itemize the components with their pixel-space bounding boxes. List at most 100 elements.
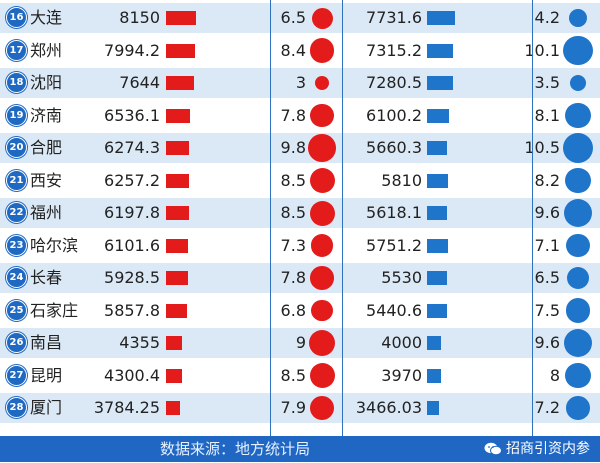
gdp-2020-bar [166,11,196,25]
gdp-2019-bar [427,401,440,415]
gdp-2020-value: 3784.25 [93,398,160,417]
gdp-2019-bar [427,303,447,318]
table-row: 21 西安 6257.2 8.5 5810 8.2 [0,165,600,196]
table-row: 20 合肥 6274.3 9.8 5660.3 10.5 [0,133,600,163]
growth-2020-value: 7.8 [280,268,306,287]
growth-2020-value: 9.8 [280,138,306,157]
gdp-2019-value: 5751.2 [366,235,422,255]
growth-2019-value: 10.5 [524,138,560,157]
gdp-2020-value: 5928.5 [104,268,160,287]
column-divider [270,0,271,436]
gdp-2020-bar [166,173,189,188]
growth-2020-dot [309,38,335,63]
growth-2020-value: 9 [295,333,306,352]
growth-2019-dot [566,266,590,290]
column-divider [532,0,533,436]
growth-2019-value: 9.6 [534,203,560,222]
rank-badge: 24 [6,267,27,288]
city-name: 福州 [30,203,63,222]
table-row: 17 郑州 7994.2 8.4 7315.2 10.1 [0,35,600,66]
rank-badge: 19 [6,104,27,126]
watermark: 招商引资内参 [484,435,590,463]
growth-2019-value: 8.1 [534,105,560,125]
gdp-2020-value: 6274.3 [104,138,160,157]
gdp-2019-value: 7731.6 [366,8,422,27]
gdp-2019-value: 4000 [381,333,422,352]
table-row: 26 南昌 4355 9 4000 9.6 [0,328,600,358]
rank-badge: 20 [6,137,27,158]
gdp-2020-value: 5857.8 [104,300,160,320]
gdp-2019-value: 5530 [381,268,422,287]
growth-2019-dot [563,328,593,358]
footer-bar: 数据来源：地方统计局 招商引资内参 [0,436,600,462]
growth-2020-dot [309,363,335,388]
table-row: 27 昆明 4300.4 8.5 3970 8 [0,360,600,391]
growth-2020-value: 7.3 [280,235,306,255]
table-row: 22 福州 6197.8 8.5 5618.1 9.6 [0,198,600,228]
gdp-2020-value: 6101.6 [104,235,160,255]
table-row: 25 石家庄 5857.8 6.8 5440.6 7.5 [0,295,600,326]
growth-2020-value: 6.8 [280,300,306,320]
table-row: 19 济南 6536.1 7.8 6100.2 8.1 [0,100,600,131]
gdp-2019-bar [427,173,448,188]
city-name: 济南 [30,105,63,125]
rank-badge: 21 [6,169,27,191]
gdp-2019-bar [427,336,442,350]
growth-2019-value: 7.2 [534,398,560,417]
growth-2020-dot [308,134,336,162]
gdp-2019-bar [427,11,455,25]
rank-badge: 22 [6,202,27,223]
gdp-2019-bar [427,108,449,123]
growth-2019-value: 6.5 [534,268,560,287]
gdp-2020-value: 4300.4 [104,365,160,385]
rank-badge: 17 [6,39,27,61]
city-name: 合肥 [30,138,63,157]
gdp-2019-value: 5660.3 [366,138,422,157]
gdp-2019-bar [427,206,448,220]
gdp-2020-bar [166,76,194,90]
gdp-2019-bar [427,271,447,285]
rank-badge: 18 [6,72,27,93]
gdp-2020-bar [166,141,189,155]
gdp-2019-value: 7315.2 [366,40,422,60]
growth-2019-value: 10.1 [524,40,560,60]
growth-2020-dot [311,7,333,29]
growth-2020-dot [310,266,334,290]
city-name: 昆明 [30,365,63,385]
gdp-2020-value: 7994.2 [104,40,160,60]
growth-2020-value: 6.5 [280,8,306,27]
growth-2020-dot [310,234,334,257]
growth-2020-dot [309,168,335,193]
gdp-2019-value: 5618.1 [366,203,422,222]
growth-2019-value: 7.1 [534,235,560,255]
gdp-2020-bar [166,238,189,253]
rank-badge: 26 [6,332,27,353]
gdp-2020-bar [166,336,182,350]
city-name: 西安 [30,170,63,190]
growth-2019-dot [566,396,590,420]
growth-2019-dot [563,35,593,66]
city-name: 沈阳 [30,73,63,92]
growth-2019-value: 3.5 [534,73,560,92]
growth-2020-value: 3 [295,73,306,92]
growth-2019-value: 8.2 [534,170,560,190]
growth-2019-dot [566,233,590,258]
city-name: 长春 [30,268,63,287]
growth-2020-dot [311,299,333,322]
wechat-icon [484,442,502,456]
growth-2019-value: 4.2 [534,8,560,27]
table-row: 18 沈阳 7644 3 7280.5 3.5 [0,68,600,98]
gdp-2020-bar [166,401,180,415]
growth-2020-value: 8.5 [280,365,306,385]
growth-2020-dot [309,330,335,356]
gdp-2020-bar [166,271,188,285]
table-row: 23 哈尔滨 6101.6 7.3 5751.2 7.1 [0,230,600,261]
growth-2020-dot [315,76,329,90]
gdp-2019-value: 5440.6 [366,300,422,320]
table-row: 16 大连 8150 6.5 7731.6 4.2 [0,3,600,33]
gdp-2020-value: 7644 [119,73,160,92]
gdp-2020-value: 4355 [119,333,160,352]
gdp-2019-value: 7280.5 [366,73,422,92]
growth-2019-dot [569,9,587,27]
growth-2019-value: 8 [549,365,560,385]
